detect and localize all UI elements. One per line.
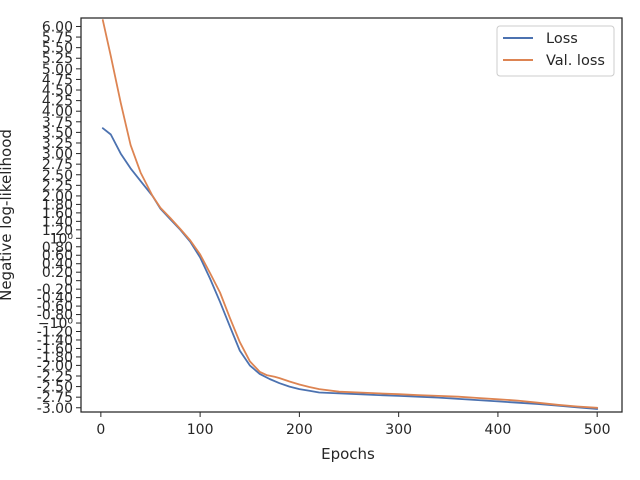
x-tick-label: 400	[485, 422, 512, 438]
y-tick-label: 10⁰	[50, 231, 74, 247]
x-axis-ticks: 0 100 200 300 400 500	[96, 412, 611, 438]
x-tick-label: 100	[187, 422, 214, 438]
y-axis-ticks: 6.005.755.505.255.004.754.504.254.003.75…	[37, 19, 81, 417]
loss-series-line	[101, 127, 599, 410]
y-tick-label: -1.60	[37, 341, 73, 357]
y-tick-label: 0	[64, 274, 73, 290]
y-tick-label: 5.50	[42, 41, 73, 57]
y-tick-label: -0.60	[37, 299, 73, 315]
y-axis-label: Negative log-likelihood	[0, 129, 15, 301]
y-tick-label: 2.25	[42, 178, 73, 194]
y-tick-label: 0.60	[42, 248, 73, 264]
y-tick-label: 1.40	[42, 214, 73, 230]
legend: Loss Val. loss	[496, 25, 615, 77]
x-tick-label: 0	[96, 422, 105, 438]
y-tick-label: 4.25	[42, 94, 73, 110]
y-tick-label: -2.50	[37, 380, 73, 396]
y-tick-label: -2.00	[37, 358, 73, 374]
y-tick-label: 4.75	[42, 72, 73, 88]
y-tick-label: 5.75	[42, 30, 73, 46]
y-tick-label: 5.25	[42, 51, 73, 67]
legend-label-val-loss: Val. loss	[546, 53, 605, 69]
y-tick-label: -1.80	[37, 350, 73, 366]
y-tick-label: 5.00	[42, 62, 73, 78]
y-tick-label: 1.80	[42, 197, 73, 213]
y-tick-label: 4.00	[42, 104, 73, 120]
y-tick-label: -2.25	[37, 369, 73, 385]
y-tick-label: 2.50	[42, 168, 73, 184]
x-tick-label: 500	[584, 422, 611, 438]
series-lines	[101, 19, 599, 410]
y-tick-label: 0.20	[42, 265, 73, 281]
val-loss-series-line	[101, 19, 599, 409]
y-tick-label: 0.80	[42, 240, 73, 256]
y-tick-label: -0.80	[37, 308, 73, 324]
y-tick-label: 3.50	[42, 125, 73, 141]
x-tick-label: 300	[385, 422, 412, 438]
y-tick-label: 3.25	[42, 136, 73, 152]
y-tick-label: 1.60	[42, 206, 73, 222]
x-axis-label: Epochs	[321, 445, 375, 463]
y-tick-label: 3.75	[42, 115, 73, 131]
y-tick-label: −10⁰	[38, 316, 74, 332]
y-tick-label: 6.00	[42, 19, 73, 35]
legend-label-loss: Loss	[546, 31, 578, 47]
y-tick-label: 3.00	[42, 147, 73, 163]
x-tick-label: 200	[286, 422, 313, 438]
y-tick-label: 1.20	[42, 223, 73, 239]
y-tick-label: 2.75	[42, 157, 73, 173]
y-tick-label: -0.40	[37, 291, 73, 307]
y-tick-label: -3.00	[37, 401, 73, 417]
y-tick-label: 4.50	[42, 83, 73, 99]
y-tick-label: -0.20	[37, 282, 73, 298]
y-tick-label: -2.75	[37, 390, 73, 406]
y-tick-label: 2.00	[42, 189, 73, 205]
y-tick-label: -1.40	[37, 333, 73, 349]
plot-frame	[80, 17, 623, 413]
y-tick-label: -1.20	[37, 325, 73, 341]
y-tick-label: 0.40	[42, 257, 73, 273]
